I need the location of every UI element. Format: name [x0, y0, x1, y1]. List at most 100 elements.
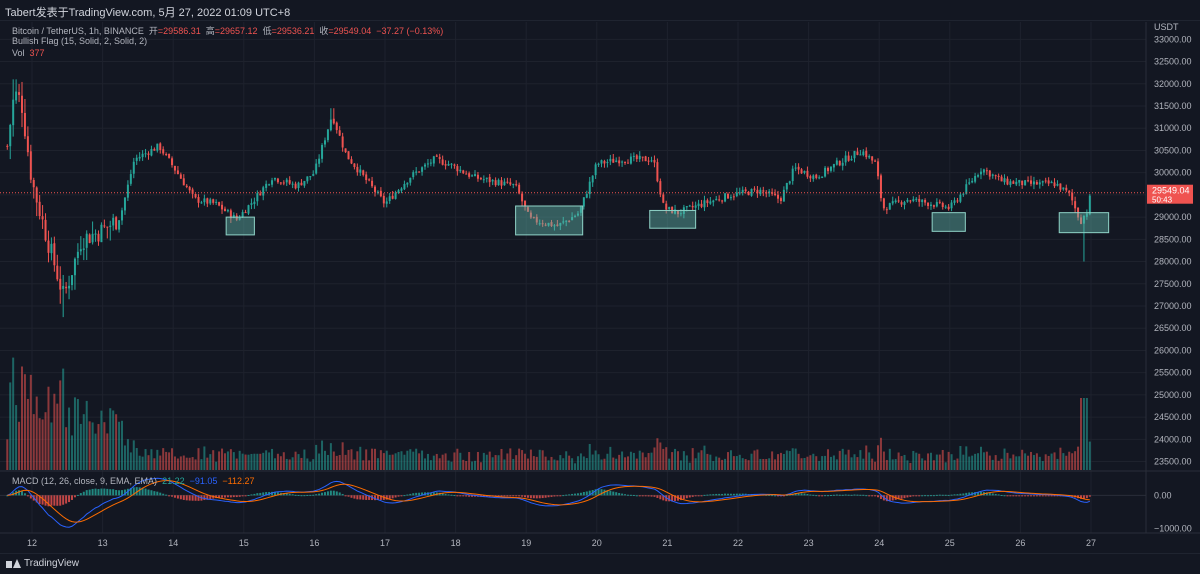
candle-body [323, 140, 326, 145]
macd-histogram-bar [691, 495, 694, 497]
macd-histogram-bar [697, 495, 700, 497]
macd-histogram-bar [585, 491, 588, 496]
candle-body [312, 174, 315, 176]
bullish-flag-box-4[interactable] [931, 212, 966, 232]
candle-body [597, 163, 600, 165]
bullish-flag-box-2[interactable] [515, 205, 584, 236]
macd-histogram-bar [935, 494, 938, 496]
candle-body [18, 92, 21, 95]
candle-body [12, 99, 15, 126]
macd-histogram-bar [553, 495, 556, 497]
indicator-legend[interactable]: Bullish Flag (15, Solid, 2, Solid, 2) [12, 36, 147, 46]
volume-bar [15, 405, 18, 470]
candle-body [950, 202, 953, 209]
candle-body [376, 191, 379, 193]
volume-bar [612, 457, 615, 470]
candle-body [456, 166, 459, 172]
candle-body [329, 119, 332, 131]
candle-body [241, 212, 244, 218]
candle-body [424, 164, 427, 167]
volume-bar [71, 435, 74, 470]
macd-histogram-bar [827, 495, 830, 497]
macd-legend[interactable]: MACD (12, 26, close, 9, EMA, EMA) 21.22 … [12, 476, 255, 486]
volume-bar [600, 459, 603, 470]
volume-bar [638, 450, 641, 470]
macd-label[interactable]: MACD (12, 26, close, 9, EMA, EMA) [12, 476, 158, 486]
volume-bar [1088, 441, 1091, 470]
macd-histogram-bar [535, 495, 538, 499]
volume-bar [56, 403, 59, 470]
candle-body [221, 204, 224, 210]
macd-histogram-bar [103, 488, 106, 496]
volume-bar [1003, 448, 1006, 470]
candle-body [418, 171, 421, 173]
macd-histogram-bar [1082, 495, 1085, 499]
macd-histogram-bar [379, 495, 382, 500]
candle-body [994, 175, 997, 177]
candle-body [676, 209, 679, 215]
macd-histogram-bar [632, 494, 635, 496]
volume-bar [265, 450, 268, 470]
candle-body [579, 206, 582, 213]
volume-bar [615, 458, 618, 470]
macd-histogram-bar [1009, 495, 1012, 497]
volume-bar [262, 452, 265, 470]
volume-bar [235, 458, 238, 470]
volume-label[interactable]: Vol [12, 48, 25, 58]
candle-body [147, 153, 150, 155]
macd-histogram-bar [732, 493, 735, 496]
macd-histogram-bar [153, 491, 156, 496]
macd-histogram-bar [941, 494, 944, 496]
volume-bar [191, 457, 194, 470]
low-value: =29536.21 [271, 26, 315, 36]
bullish-flag-box-5[interactable] [1058, 212, 1110, 234]
candle-body [885, 209, 888, 211]
volume-bar [706, 453, 709, 470]
volume-bar [306, 458, 309, 470]
bullish-flag-box-3[interactable] [649, 209, 697, 229]
candle-body [774, 193, 777, 195]
macd-histogram-bar [550, 495, 553, 497]
macd-histogram-bar [265, 492, 268, 496]
volume-bar [474, 460, 477, 470]
candle-body [397, 190, 400, 194]
macd-histogram-bar [203, 495, 206, 501]
macd-histogram-bar [138, 487, 141, 496]
volume-bar [1015, 456, 1018, 470]
volume-bar [424, 458, 427, 470]
volume-bar [347, 449, 350, 470]
volume-bar [1065, 455, 1068, 470]
candle-body [877, 161, 880, 177]
macd-histogram-bar [29, 495, 32, 499]
candle-body [862, 151, 865, 156]
volume-bar [147, 455, 150, 470]
volume-bar [668, 458, 671, 470]
volume-bar [368, 460, 371, 470]
volume-bar [421, 450, 424, 470]
tradingview-logo[interactable]: TradingView [6, 558, 79, 569]
macd-histogram-bar [341, 493, 344, 496]
indicator-name[interactable]: Bullish Flag (15, Solid, 2, Solid, 2) [12, 36, 148, 46]
macd-histogram-bar [906, 495, 909, 498]
candle-body [824, 167, 827, 177]
volume-bar [1050, 453, 1053, 470]
time-tick-label: 14 [168, 538, 178, 548]
symbol-name[interactable]: Bitcoin / TetherUS, 1h, BINANCE [12, 26, 144, 36]
volume-bar [1044, 454, 1047, 470]
volume-legend[interactable]: Vol 377 [12, 48, 45, 58]
candle-body [674, 209, 677, 214]
macd-histogram-bar [571, 493, 574, 496]
candle-body [303, 180, 306, 186]
candle-body [897, 200, 900, 202]
bullish-flag-box-1[interactable] [225, 216, 255, 236]
candle-body [429, 162, 432, 164]
macd-histogram-bar [738, 493, 741, 496]
macd-histogram-bar [147, 489, 150, 496]
volume-bar [329, 443, 332, 470]
candle-body [165, 154, 168, 156]
candle-body [379, 190, 382, 197]
macd-histogram-bar [606, 490, 609, 496]
volume-bar [556, 460, 559, 470]
candle-body [1059, 183, 1062, 190]
